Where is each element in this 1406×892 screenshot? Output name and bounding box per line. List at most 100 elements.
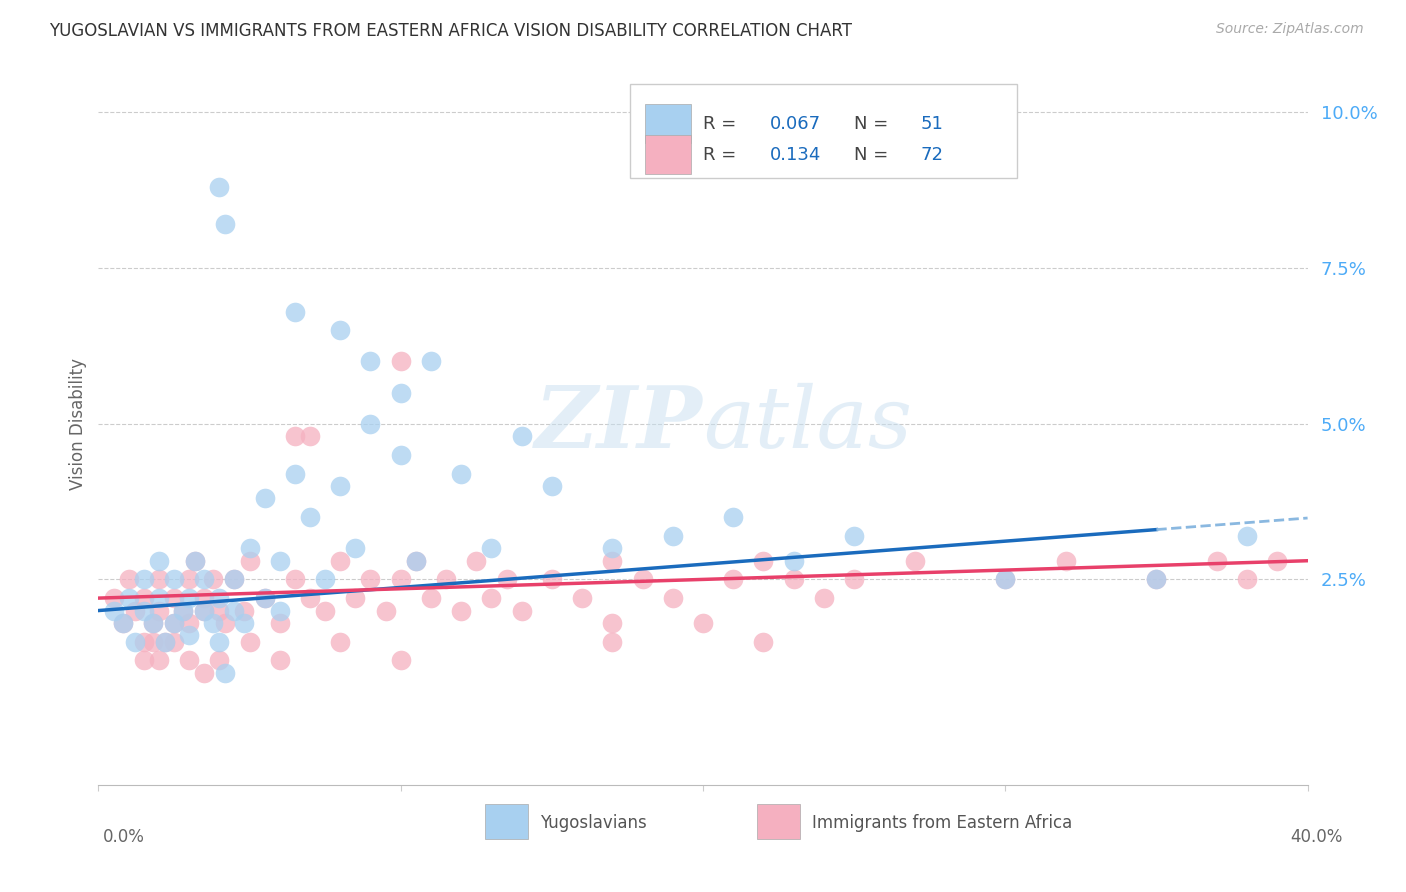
Y-axis label: Vision Disability: Vision Disability: [69, 358, 87, 490]
Point: [844, 573, 866, 587]
Text: 51: 51: [921, 114, 943, 133]
Point: [253, 591, 276, 606]
Point: [1054, 554, 1077, 568]
Point: [269, 653, 291, 667]
Point: [153, 634, 176, 648]
Text: atlas: atlas: [703, 383, 912, 465]
Text: ZIP: ZIP: [536, 382, 703, 466]
Point: [299, 510, 322, 524]
Point: [111, 615, 134, 630]
Point: [374, 603, 396, 617]
Bar: [645, 103, 690, 144]
Point: [540, 573, 562, 587]
Bar: [758, 805, 800, 839]
Point: [329, 554, 352, 568]
Point: [148, 554, 170, 568]
Point: [299, 429, 322, 443]
Point: [179, 591, 201, 606]
Point: [132, 653, 155, 667]
Point: [193, 591, 215, 606]
Text: 0.067: 0.067: [769, 114, 821, 133]
Text: N =: N =: [855, 145, 894, 163]
Point: [163, 591, 186, 606]
Point: [118, 591, 141, 606]
Point: [1267, 554, 1289, 568]
Point: [142, 615, 165, 630]
Point: [481, 591, 503, 606]
Point: [163, 615, 186, 630]
Point: [132, 634, 155, 648]
Point: [783, 573, 806, 587]
Point: [202, 615, 225, 630]
Point: [299, 591, 322, 606]
Point: [232, 615, 254, 630]
Point: [360, 417, 382, 431]
FancyBboxPatch shape: [630, 84, 1018, 178]
Point: [214, 218, 236, 232]
Point: [329, 323, 352, 337]
Point: [148, 603, 170, 617]
Point: [602, 541, 624, 556]
Point: [510, 603, 533, 617]
Point: [571, 591, 593, 606]
Point: [269, 603, 291, 617]
Point: [103, 591, 125, 606]
Point: [994, 573, 1017, 587]
Point: [148, 573, 170, 587]
Text: Yugoslavians: Yugoslavians: [540, 814, 647, 831]
Point: [239, 634, 262, 648]
Point: [389, 354, 412, 368]
Point: [172, 603, 194, 617]
Point: [253, 491, 276, 506]
Point: [481, 541, 503, 556]
Text: 72: 72: [921, 145, 943, 163]
Point: [360, 573, 382, 587]
Point: [193, 665, 215, 680]
Point: [193, 603, 215, 617]
Text: YUGOSLAVIAN VS IMMIGRANTS FROM EASTERN AFRICA VISION DISABILITY CORRELATION CHAR: YUGOSLAVIAN VS IMMIGRANTS FROM EASTERN A…: [49, 22, 852, 40]
Point: [224, 573, 246, 587]
Point: [602, 554, 624, 568]
Point: [314, 603, 336, 617]
Point: [783, 554, 806, 568]
Point: [208, 634, 231, 648]
Point: [1236, 529, 1258, 543]
Text: Source: ZipAtlas.com: Source: ZipAtlas.com: [1216, 22, 1364, 37]
Point: [202, 573, 225, 587]
Point: [450, 603, 472, 617]
Point: [1144, 573, 1167, 587]
Point: [284, 467, 307, 481]
Point: [111, 615, 134, 630]
Point: [214, 665, 236, 680]
Text: Immigrants from Eastern Africa: Immigrants from Eastern Africa: [811, 814, 1071, 831]
Point: [208, 653, 231, 667]
Point: [232, 603, 254, 617]
Text: 0.0%: 0.0%: [103, 828, 145, 846]
Point: [994, 573, 1017, 587]
Point: [405, 554, 427, 568]
Point: [904, 554, 927, 568]
Point: [253, 591, 276, 606]
Bar: [645, 135, 690, 175]
Point: [360, 354, 382, 368]
Point: [132, 591, 155, 606]
Text: R =: R =: [703, 114, 742, 133]
Point: [284, 573, 307, 587]
Point: [344, 591, 367, 606]
Point: [179, 573, 201, 587]
Point: [163, 634, 186, 648]
Point: [172, 603, 194, 617]
Point: [239, 541, 262, 556]
Point: [184, 554, 207, 568]
Point: [224, 603, 246, 617]
Point: [284, 429, 307, 443]
Text: R =: R =: [703, 145, 742, 163]
Text: 0.134: 0.134: [769, 145, 821, 163]
Point: [184, 554, 207, 568]
Point: [153, 634, 176, 648]
Point: [163, 615, 186, 630]
Point: [224, 573, 246, 587]
Point: [179, 615, 201, 630]
Point: [510, 429, 533, 443]
Point: [389, 448, 412, 462]
